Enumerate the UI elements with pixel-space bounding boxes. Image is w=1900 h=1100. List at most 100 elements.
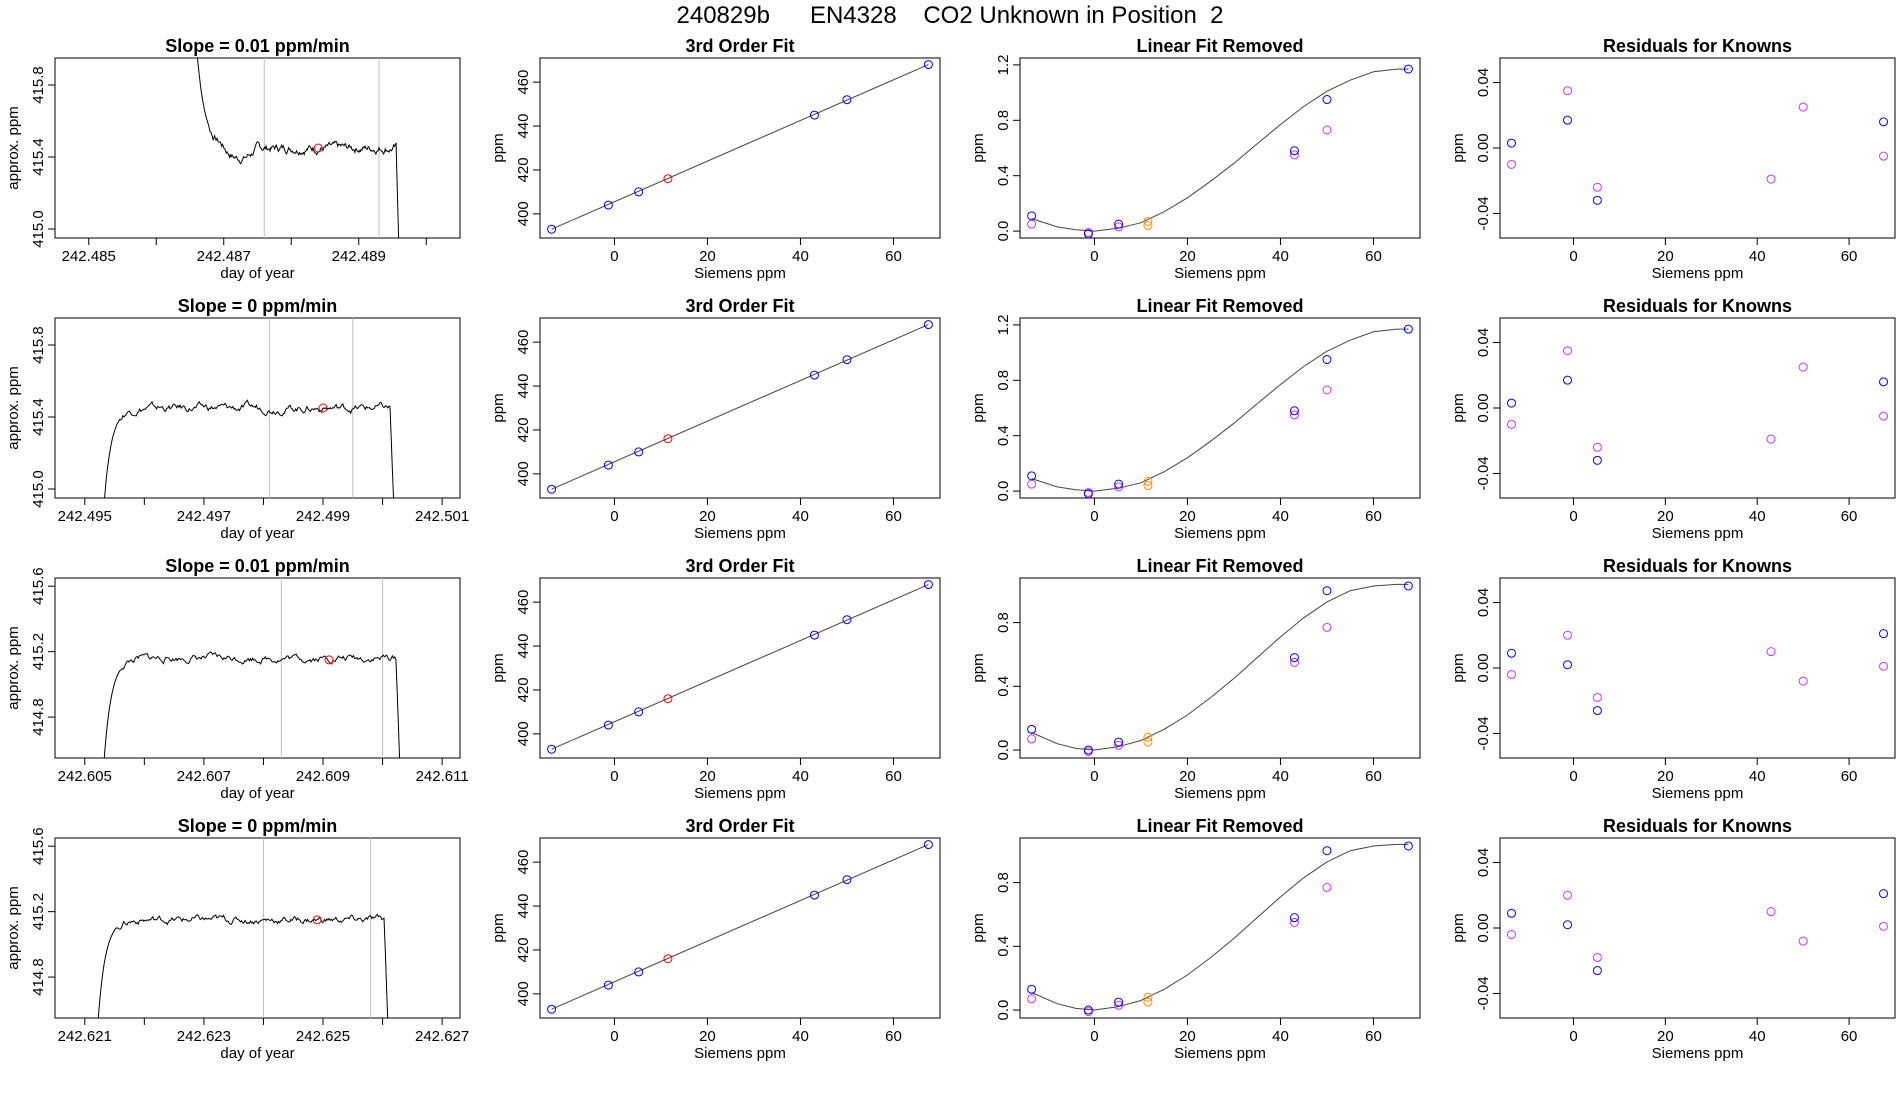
y-tick-label: 440	[515, 114, 532, 139]
known-point	[842, 95, 852, 105]
x-tick-label: 0	[610, 508, 618, 525]
x-tick-label: 60	[1365, 508, 1382, 525]
y-tick-label: 460	[515, 70, 532, 95]
x-axis-label: Siemens ppm	[694, 265, 786, 282]
known-point-a	[1403, 841, 1413, 851]
x-tick-label: 20	[1657, 768, 1674, 785]
x-tick-label: 242.495	[58, 508, 112, 525]
plot-title: Linear Fit Removed	[1136, 36, 1303, 56]
plot-frame	[539, 577, 941, 759]
x-axis-label: day of year	[220, 265, 294, 282]
y-tick-label: 0.4	[995, 425, 1012, 446]
residual-point-b	[1563, 346, 1573, 356]
x-axis-label: Siemens ppm	[1174, 1045, 1266, 1062]
x-axis-label: Siemens ppm	[1174, 265, 1266, 282]
known-point	[547, 1004, 557, 1014]
y-tick-label: 415.2	[30, 633, 47, 671]
y-tick-label: 460	[515, 330, 532, 355]
x-tick-label: 40	[1749, 248, 1766, 265]
x-tick-label: 60	[885, 508, 902, 525]
residual-point-b	[1879, 411, 1889, 421]
plot-area	[104, 318, 395, 498]
fit-line	[551, 844, 929, 1010]
x-tick-label: 60	[1365, 248, 1382, 265]
x-tick-label: 40	[792, 248, 809, 265]
y-axis-label: ppm	[970, 653, 987, 682]
timeseries-trace	[196, 58, 400, 238]
plot-frame	[1019, 57, 1421, 239]
known-point	[923, 60, 933, 70]
y-tick-label: 1.2	[995, 314, 1012, 335]
plot-title: Slope = 0.01 ppm/min	[165, 556, 350, 576]
x-tick-label: 20	[1657, 508, 1674, 525]
x-tick-label: 60	[1841, 768, 1858, 785]
known-point	[923, 580, 933, 590]
x-tick-label: 242.605	[58, 768, 112, 785]
y-tick-label: 440	[515, 894, 532, 919]
current-value-marker	[318, 403, 328, 413]
residual-point-a	[1592, 706, 1602, 716]
known-point-a	[1083, 745, 1093, 755]
x-axis-label: day of year	[220, 785, 294, 802]
x-axis-label: Siemens ppm	[694, 1045, 786, 1062]
plot-area	[547, 840, 933, 1014]
y-axis-label: ppm	[490, 913, 507, 942]
y-axis-label: ppm	[1450, 913, 1467, 942]
x-tick-label: 20	[699, 1028, 716, 1045]
x-tick-label: 0	[1569, 768, 1577, 785]
unknown-point	[663, 434, 673, 444]
figure-title: 240829b EN4328 CO2 Unknown in Position 2	[676, 2, 1224, 29]
unknown-point	[1143, 732, 1153, 742]
x-tick-label: 60	[885, 1028, 902, 1045]
known-point-a	[1322, 355, 1332, 365]
chart-panel-timeseries-2: Slope = 0.01 ppm/min 242.605 242.607 242.60…	[5, 556, 469, 802]
chart-panel-linear_removed-0: Linear Fit Removed 0 20 40 60 0.0 0.4 0.8 1.2 Sie…	[970, 36, 1421, 282]
known-point	[842, 615, 852, 625]
residual-point-b	[1879, 151, 1889, 161]
x-tick-label: 20	[1179, 768, 1196, 785]
known-point-a	[1289, 653, 1299, 663]
x-tick-label: 60	[885, 248, 902, 265]
x-tick-label: 242.625	[296, 1028, 350, 1045]
y-tick-label: 415.0	[30, 470, 47, 508]
known-point-b	[1322, 882, 1332, 892]
known-point-a	[1083, 1005, 1093, 1015]
x-tick-label: 242.627	[415, 1028, 469, 1045]
known-point	[809, 890, 819, 900]
x-tick-label: 40	[792, 1028, 809, 1045]
y-axis-label: approx. ppm	[5, 886, 22, 969]
y-tick-label: -0.04	[1475, 196, 1492, 230]
known-point	[547, 484, 557, 494]
y-tick-label: 0.04	[1475, 588, 1492, 617]
known-point	[603, 200, 613, 210]
known-point	[603, 460, 613, 470]
y-tick-label: 440	[515, 374, 532, 399]
x-tick-label: 242.611	[416, 768, 469, 785]
x-tick-label: 242.499	[296, 508, 350, 525]
y-tick-label: 400	[515, 721, 532, 746]
y-axis-label: ppm	[1450, 653, 1467, 682]
plot-frame	[54, 837, 461, 1019]
residual-point-a	[1563, 375, 1573, 385]
y-tick-label: 0.00	[1475, 393, 1492, 422]
known-point-b	[1322, 125, 1332, 135]
known-point	[809, 370, 819, 380]
chart-panel-timeseries-0: Slope = 0.01 ppm/min 242.485 242.487 242.48…	[5, 36, 461, 282]
plot-area	[1506, 629, 1889, 716]
y-tick-label: 0.04	[1475, 848, 1492, 877]
fit-curve	[1031, 68, 1409, 232]
plot-frame	[1499, 317, 1896, 499]
known-point	[809, 630, 819, 640]
x-tick-label: 40	[1749, 768, 1766, 785]
plot-area	[1027, 64, 1413, 238]
unknown-point	[1143, 221, 1153, 231]
y-tick-label: 415.4	[30, 398, 47, 436]
plot-title: Slope = 0 ppm/min	[178, 296, 338, 316]
y-tick-label: 420	[515, 937, 532, 962]
plot-area	[103, 578, 401, 758]
plot-frame	[1019, 317, 1421, 499]
current-value-marker	[313, 143, 323, 153]
known-point	[634, 707, 644, 717]
